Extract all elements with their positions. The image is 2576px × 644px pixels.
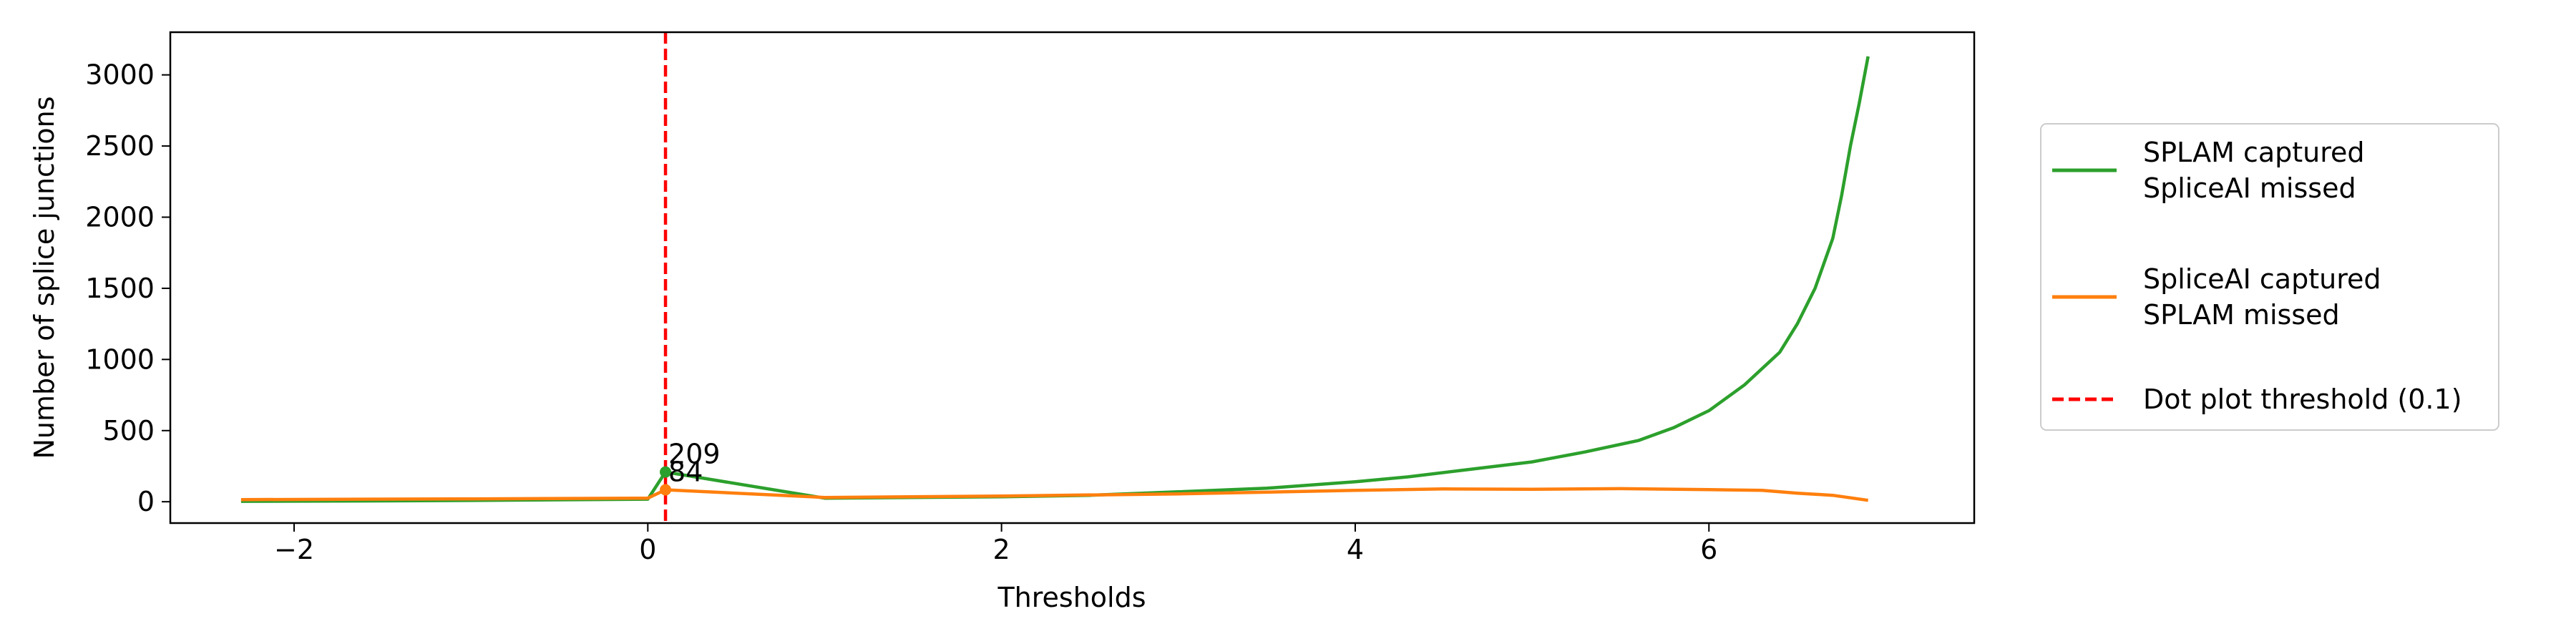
x-tick-label: 0 [639,534,656,565]
marker-point [660,484,672,496]
marker-label: 84 [668,456,703,487]
marker-label: 209 [668,439,721,470]
y-axis: 0 500 1000 1500 2000 2500 3000 [85,59,170,517]
x-axis: −2 0 2 4 6 [274,523,1717,565]
y-tick-label: 3000 [85,59,155,91]
legend-label: Dot plot threshold (0.1) [2143,384,2462,415]
legend-label: SpliceAI captured [2143,263,2381,295]
x-tick-label: 6 [1700,534,1717,565]
y-tick-label: 2000 [85,201,155,233]
y-tick-label: 1000 [85,343,155,375]
marker-point [660,466,672,478]
legend-label: SPLAM missed [2143,299,2340,331]
x-tick-label: −2 [274,534,314,565]
legend: SPLAM captured SpliceAI missed SpliceAI ca… [2040,123,2499,431]
legend-label: SPLAM captured [2143,137,2365,168]
x-axis-label: Thresholds [997,582,1146,613]
legend-frame [2040,123,2499,431]
legend-label: SpliceAI missed [2143,172,2356,204]
plot-frame [169,31,1976,525]
x-tick-label: 4 [1347,534,1364,565]
y-tick-label: 2500 [85,130,155,162]
x-tick-label: 2 [993,534,1010,565]
y-axis-label: Number of splice junctions [29,96,60,459]
series-line-2 [240,487,1869,502]
y-tick-label: 1500 [85,273,155,304]
series-line-1 [240,56,1870,503]
y-tick-label: 0 [137,486,155,517]
y-tick-label: 500 [102,415,155,447]
